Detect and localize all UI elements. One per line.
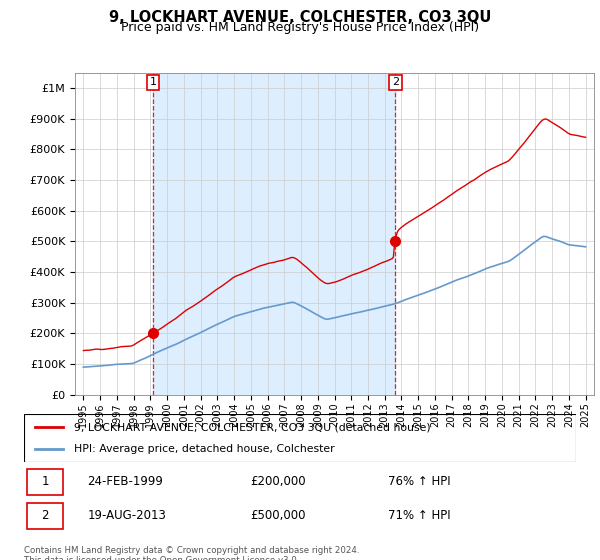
Text: 1: 1 [41,475,49,488]
Text: 2: 2 [41,510,49,522]
Text: £200,000: £200,000 [250,475,306,488]
Text: 9, LOCKHART AVENUE, COLCHESTER, CO3 3QU: 9, LOCKHART AVENUE, COLCHESTER, CO3 3QU [109,10,491,25]
Bar [27,503,62,529]
Text: 71% ↑ HPI: 71% ↑ HPI [388,510,451,522]
Text: £500,000: £500,000 [250,510,306,522]
Text: 9, LOCKHART AVENUE, COLCHESTER, CO3 3QU (detached house): 9, LOCKHART AVENUE, COLCHESTER, CO3 3QU … [74,422,430,432]
Text: 24-FEB-1999: 24-FEB-1999 [88,475,163,488]
Text: 76% ↑ HPI: 76% ↑ HPI [388,475,451,488]
Bar [153,73,395,395]
Text: 1: 1 [149,77,157,87]
Text: HPI: Average price, detached house, Colchester: HPI: Average price, detached house, Colc… [74,444,334,454]
Text: 2: 2 [392,77,399,87]
Text: Price paid vs. HM Land Registry's House Price Index (HPI): Price paid vs. HM Land Registry's House … [121,21,479,34]
Bar [27,469,62,494]
Text: Contains HM Land Registry data © Crown copyright and database right 2024.
This d: Contains HM Land Registry data © Crown c… [24,546,359,560]
Text: 19-AUG-2013: 19-AUG-2013 [88,510,166,522]
